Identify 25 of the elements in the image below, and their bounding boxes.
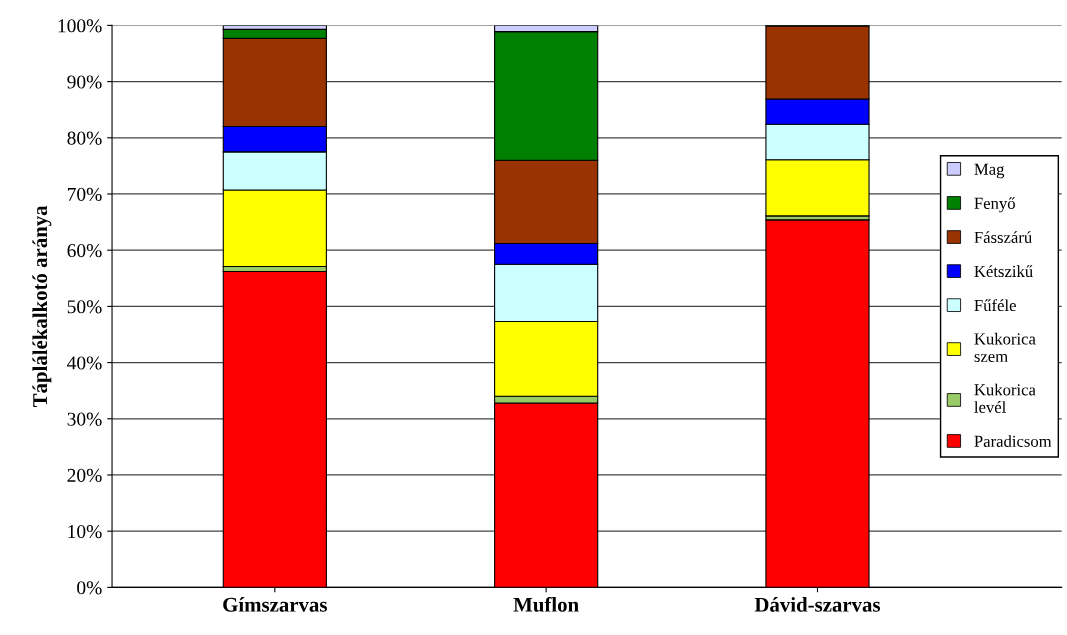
- y-tick-label: 100%: [58, 19, 102, 33]
- y-tick-label: 80%: [67, 131, 102, 145]
- y-axis-title: Táplálékalkotó aránya: [32, 205, 52, 408]
- legend-label: Mag: [974, 163, 1005, 179]
- x-tick-label: Dávid-szarvas: [754, 597, 881, 612]
- legend-label: Kukorica szem: [974, 332, 1036, 362]
- x-tick-label: Gímszarvas: [223, 597, 327, 612]
- legend-label: Fenyő: [974, 197, 1015, 213]
- y-tick-label: 40%: [67, 356, 102, 370]
- y-tick-label: 90%: [67, 75, 102, 89]
- y-tick-label: 60%: [67, 244, 102, 258]
- bar: [765, 219, 870, 588]
- y-tick-label: 70%: [67, 187, 102, 201]
- x-tick-label: Muflon: [513, 596, 579, 612]
- y-tick-label: 20%: [67, 468, 102, 482]
- bar: [222, 270, 327, 588]
- y-tick-label: 30%: [67, 412, 102, 426]
- legend-label: Fásszárú: [974, 231, 1032, 244]
- legend-label: Paradicsom: [974, 435, 1052, 447]
- legend-label: Kétszikű: [974, 265, 1033, 278]
- y-tick-label: 50%: [67, 300, 102, 314]
- y-tick-label: 10%: [68, 524, 102, 539]
- legend-label: Fűféle: [974, 299, 1016, 312]
- y-tick-label: 0%: [77, 581, 102, 595]
- legend-label: Kukorica levél: [974, 383, 1036, 413]
